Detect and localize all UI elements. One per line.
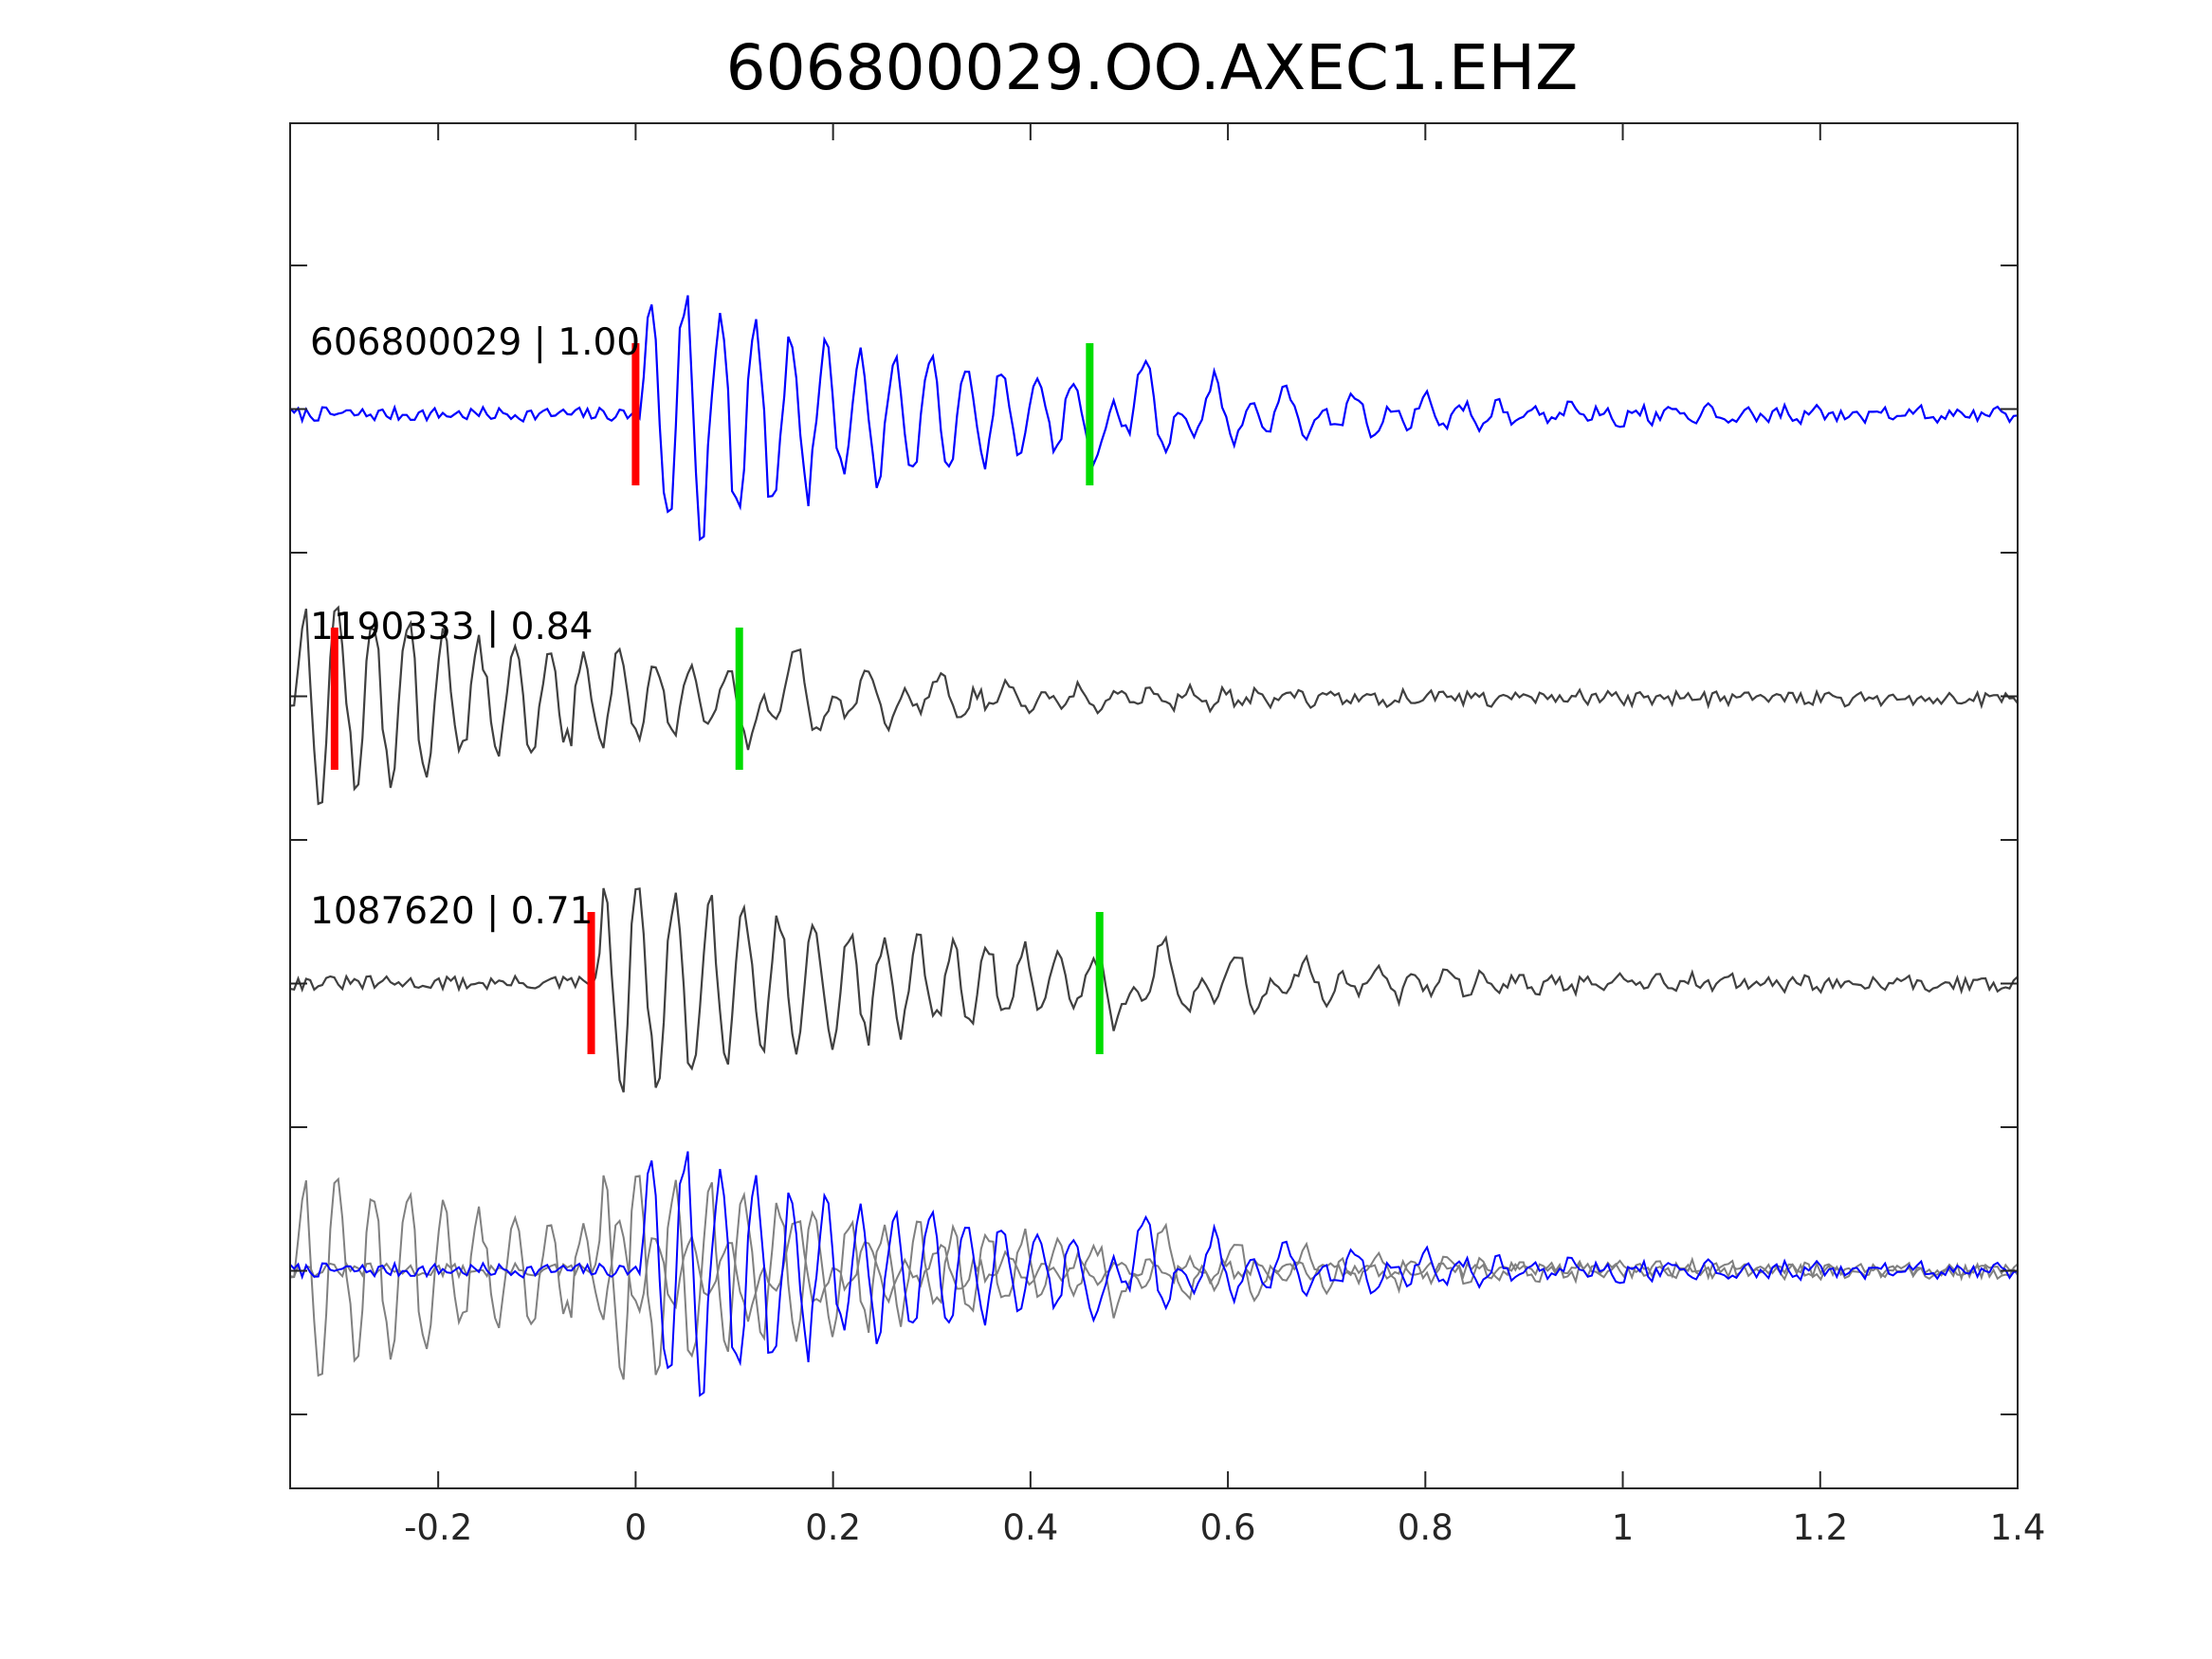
overlay-trace-606800029 bbox=[289, 1151, 2019, 1397]
x-tick-label: -0.2 bbox=[404, 1507, 472, 1548]
overlay-trace-1087620 bbox=[289, 1175, 2019, 1380]
x-tick-label: 0.4 bbox=[1002, 1507, 1058, 1548]
trace-label-1087620: 1087620 | 0.71 bbox=[310, 890, 593, 933]
trace-1190333 bbox=[289, 605, 2019, 806]
chart-title: 606800029.OO.AXEC1.EHZ bbox=[726, 31, 1579, 104]
picks-layer bbox=[330, 343, 1104, 1054]
x-tick-label: 0.2 bbox=[805, 1507, 861, 1548]
trace-1087620 bbox=[289, 887, 2019, 1093]
x-tick-label: 1.2 bbox=[1792, 1507, 1848, 1548]
x-tick-label: 1.4 bbox=[1990, 1507, 2046, 1548]
trace-606800029 bbox=[289, 295, 2019, 541]
trace-labels-layer: 606800029 | 1.00 1190333 | 0.84 1087620 | … bbox=[310, 321, 640, 933]
traces-layer bbox=[289, 295, 2019, 1397]
x-tick-label: 0 bbox=[625, 1507, 648, 1548]
x-tick-label: 0.8 bbox=[1398, 1507, 1453, 1548]
x-tick-label: 1 bbox=[1612, 1507, 1635, 1548]
trace-label-1190333: 1190333 | 0.84 bbox=[310, 606, 593, 648]
x-tick-label: 0.6 bbox=[1200, 1507, 1256, 1548]
plot-frame bbox=[289, 122, 2019, 1489]
overlay-trace-1190333 bbox=[289, 1176, 2019, 1377]
axes-layer: -0.2 0 0.2 0.4 0.6 0.8 1 1.2 1.4 bbox=[289, 122, 2046, 1548]
trace-label-606800029: 606800029 | 1.00 bbox=[310, 321, 640, 364]
